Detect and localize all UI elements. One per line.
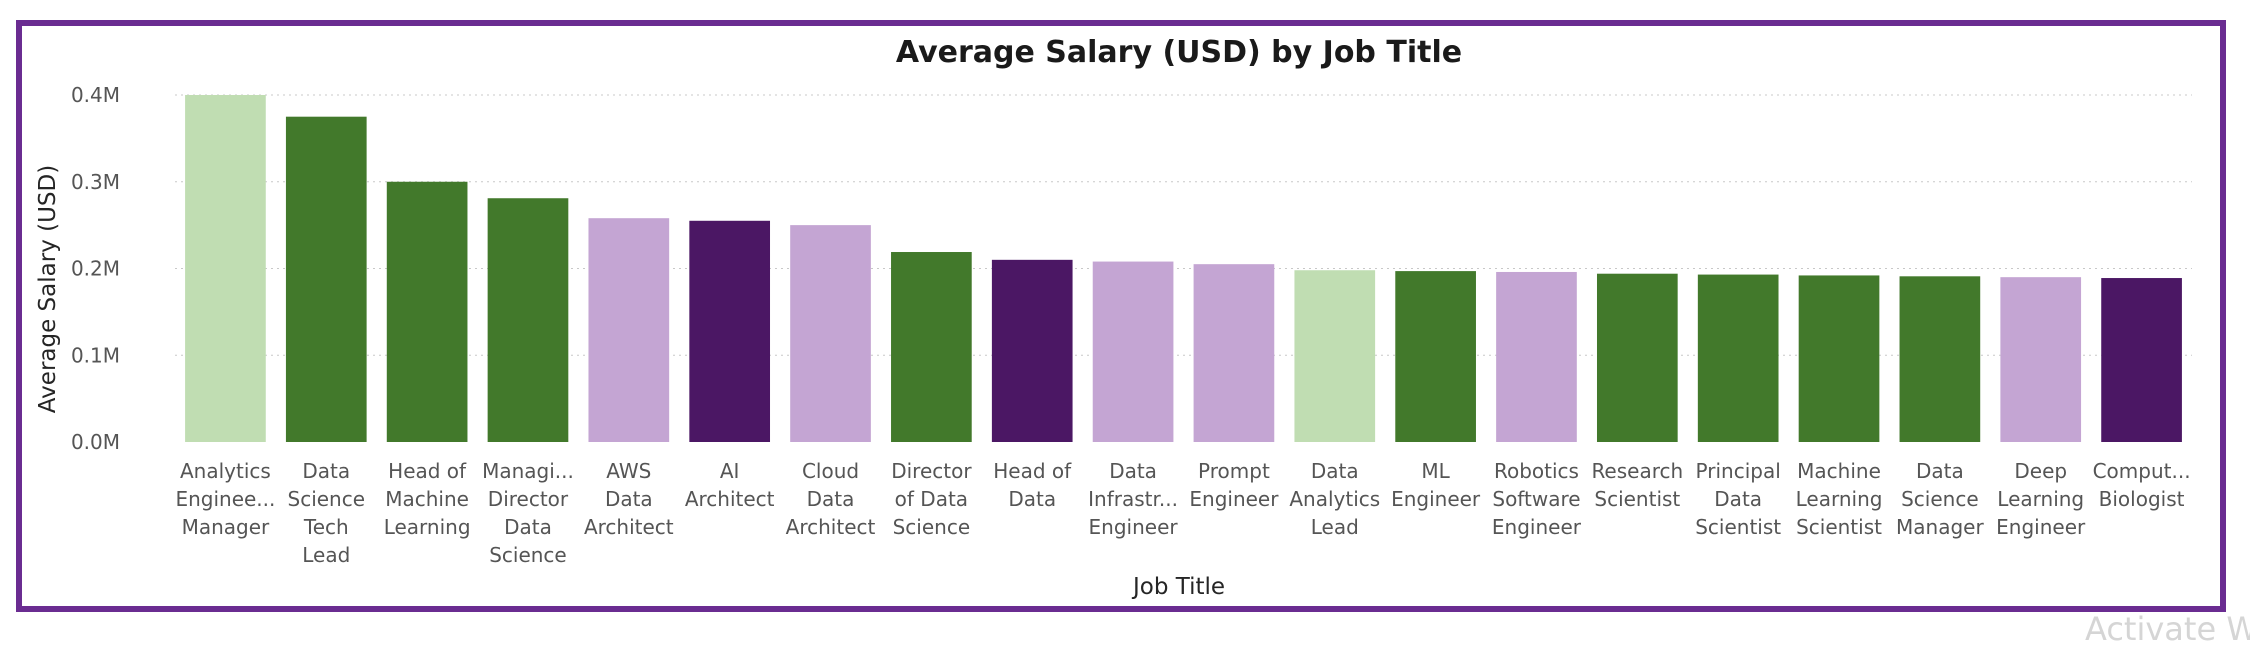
bar[interactable] [1193,264,1275,442]
x-tick-label: Data [1311,459,1359,483]
y-tick-label: 0.4M [71,83,120,107]
x-tick-label: Data [1916,459,1964,483]
bars [185,95,2182,442]
x-axis-title: Job Title [1131,574,1225,600]
bar[interactable] [1496,271,1577,442]
bar[interactable] [1697,274,1779,442]
x-tick-label: Engineer [1492,515,1582,539]
x-tick-label: Data [504,515,552,539]
x-tick-label: Science [893,515,971,539]
x-tick-label: Manager [182,515,270,539]
x-tick-label: Engineer [1189,487,1279,511]
x-tick-label: Learning [1796,487,1883,511]
chart-title: Average Salary (USD) by Job Title [896,35,1462,70]
x-axis-labels: Analytics Enginee... Manager Data Science Tec… [175,459,2190,567]
x-tick-label: Head of [388,459,467,483]
x-tick-label: Learning [1997,487,2084,511]
y-tick-label: 0.0M [71,430,120,454]
bar[interactable] [1899,276,1981,442]
x-tick-label: Director [891,459,972,483]
x-tick-label: Biologist [2099,487,2185,511]
x-tick-label: Architect [786,515,876,539]
y-tick-label: 0.1M [71,343,120,367]
x-tick-label: Learning [384,515,471,539]
x-tick-label: Data [807,487,855,511]
x-tick-label: Science [288,487,366,511]
x-tick-label: Robotics [1494,459,1579,483]
x-tick-label: Research [1591,459,1683,483]
x-tick-label: Principal [1696,459,1781,483]
visual-container: Average Salary (USD) by Job Title 0.0M 0.… [16,20,2226,612]
x-tick-label: Analytics [180,459,271,483]
y-tick-label: 0.2M [71,257,120,281]
gridlines [175,94,2192,356]
bar[interactable] [487,198,569,442]
x-tick-label: Data [605,487,653,511]
bar[interactable] [891,252,972,442]
x-tick-label: Machine [385,487,469,511]
bar[interactable] [285,116,367,442]
x-tick-label: Engineer [1089,515,1179,539]
x-tick-label: Architect [685,487,775,511]
bar[interactable] [1798,275,1880,442]
x-tick-label: AI [720,459,740,483]
x-tick-label: Scientist [1594,487,1680,511]
x-tick-label: Engineer [1996,515,2086,539]
x-tick-label: Analytics [1289,487,1380,511]
x-tick-label: Data [1714,487,1762,511]
x-tick-label: of Data [895,487,968,511]
x-tick-label: Prompt [1198,459,1270,483]
bar[interactable] [991,259,1073,442]
bar[interactable] [2101,278,2182,442]
activate-windows-watermark: Activate W [2085,610,2250,648]
x-tick-label: Scientist [1796,515,1882,539]
bar[interactable] [2000,277,2082,442]
x-tick-label: Deep [2014,459,2067,483]
bar[interactable] [588,218,670,442]
x-tick-label: Science [489,543,567,567]
bar[interactable] [1294,270,1376,442]
x-tick-label: Scientist [1695,515,1781,539]
bar[interactable] [1596,273,1678,442]
x-tick-label: Managi... [482,459,574,483]
x-tick-label: Engineer [1391,487,1481,511]
x-tick-label: Architect [584,515,674,539]
x-tick-label: Cloud [802,459,859,483]
x-tick-label: Machine [1797,459,1881,483]
y-axis-title: Average Salary (USD) [35,165,61,413]
bar[interactable] [185,95,266,442]
x-tick-label: Data [1008,487,1056,511]
bar-chart: Average Salary (USD) by Job Title 0.0M0.… [35,35,2192,600]
bar[interactable] [386,181,468,442]
x-tick-label: Head of [993,459,1072,483]
x-tick-label: Data [1109,459,1157,483]
x-tick-label: Data [302,459,350,483]
x-tick-label: Infrastr... [1088,487,1178,511]
x-tick-label: Comput... [2093,459,2191,483]
bar[interactable] [1395,271,1476,442]
x-tick-label: Manager [1896,515,1984,539]
x-tick-label: Science [1901,487,1979,511]
bar[interactable] [689,220,771,442]
y-axis-ticks: 0.0M 0.1M 0.2M 0.3M 0.4M [71,83,120,454]
x-tick-label: Tech [303,515,349,539]
x-tick-label: Director [488,487,569,511]
x-tick-label: Lead [302,543,350,567]
x-tick-label: ML [1421,459,1450,483]
x-tick-label: Software [1492,487,1580,511]
x-tick-label: AWS [606,459,651,483]
x-tick-label: Lead [1311,515,1359,539]
bar[interactable] [790,225,871,442]
bar[interactable] [1092,261,1174,442]
x-tick-label: Enginee... [175,487,275,511]
y-tick-label: 0.3M [71,170,120,194]
